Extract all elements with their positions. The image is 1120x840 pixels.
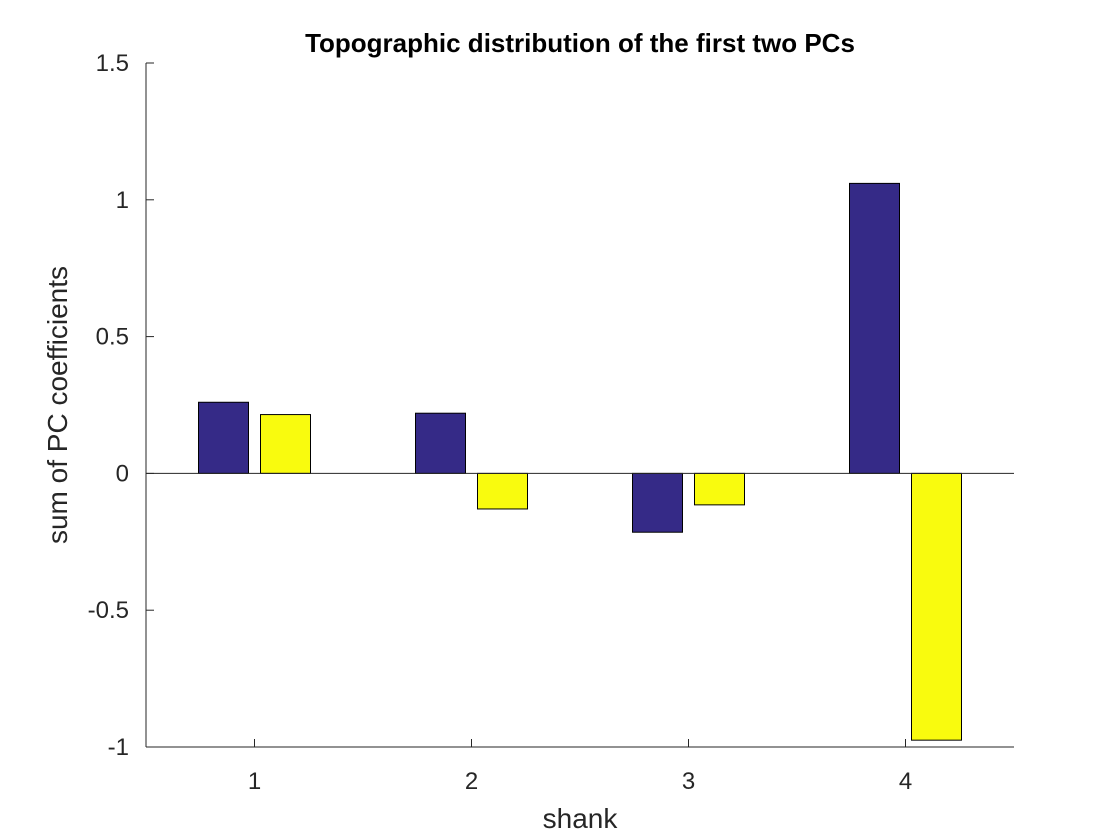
y-tick-label: 1	[116, 187, 129, 214]
bar-series-2-shank-2	[477, 472, 528, 510]
bar-series-1-shank-4	[849, 182, 900, 474]
x-ticks-group: 1 2 3 4	[248, 739, 912, 795]
chart-title: Topographic distribution of the first tw…	[305, 28, 855, 58]
x-tick-label: 2	[465, 768, 478, 795]
y-tick-label: 0.5	[96, 324, 129, 351]
y-tick-label: -1	[108, 734, 129, 761]
y-tick-label: 0	[116, 460, 129, 487]
bar-series-2-shank-4	[911, 472, 962, 741]
bar-series-2-shank-1	[260, 414, 311, 474]
y-ticks-group: -1 -0.5 0 0.5 1 1.5	[88, 50, 154, 761]
x-axis-label: shank	[543, 803, 619, 834]
x-tick-label: 4	[899, 768, 912, 795]
y-tick-label: 1.5	[96, 50, 129, 77]
bar-series-2-shank-3	[694, 472, 745, 506]
y-tick-label: -0.5	[88, 597, 129, 624]
bar-series-1-shank-2	[415, 412, 466, 474]
bar-series-1-shank-3	[632, 472, 683, 533]
y-axis-label: sum of PC coefficients	[42, 266, 73, 544]
x-tick-label: 1	[248, 768, 261, 795]
bar-series-1-shank-1	[198, 401, 249, 474]
bars-group	[198, 182, 962, 741]
x-tick-label: 3	[682, 768, 695, 795]
